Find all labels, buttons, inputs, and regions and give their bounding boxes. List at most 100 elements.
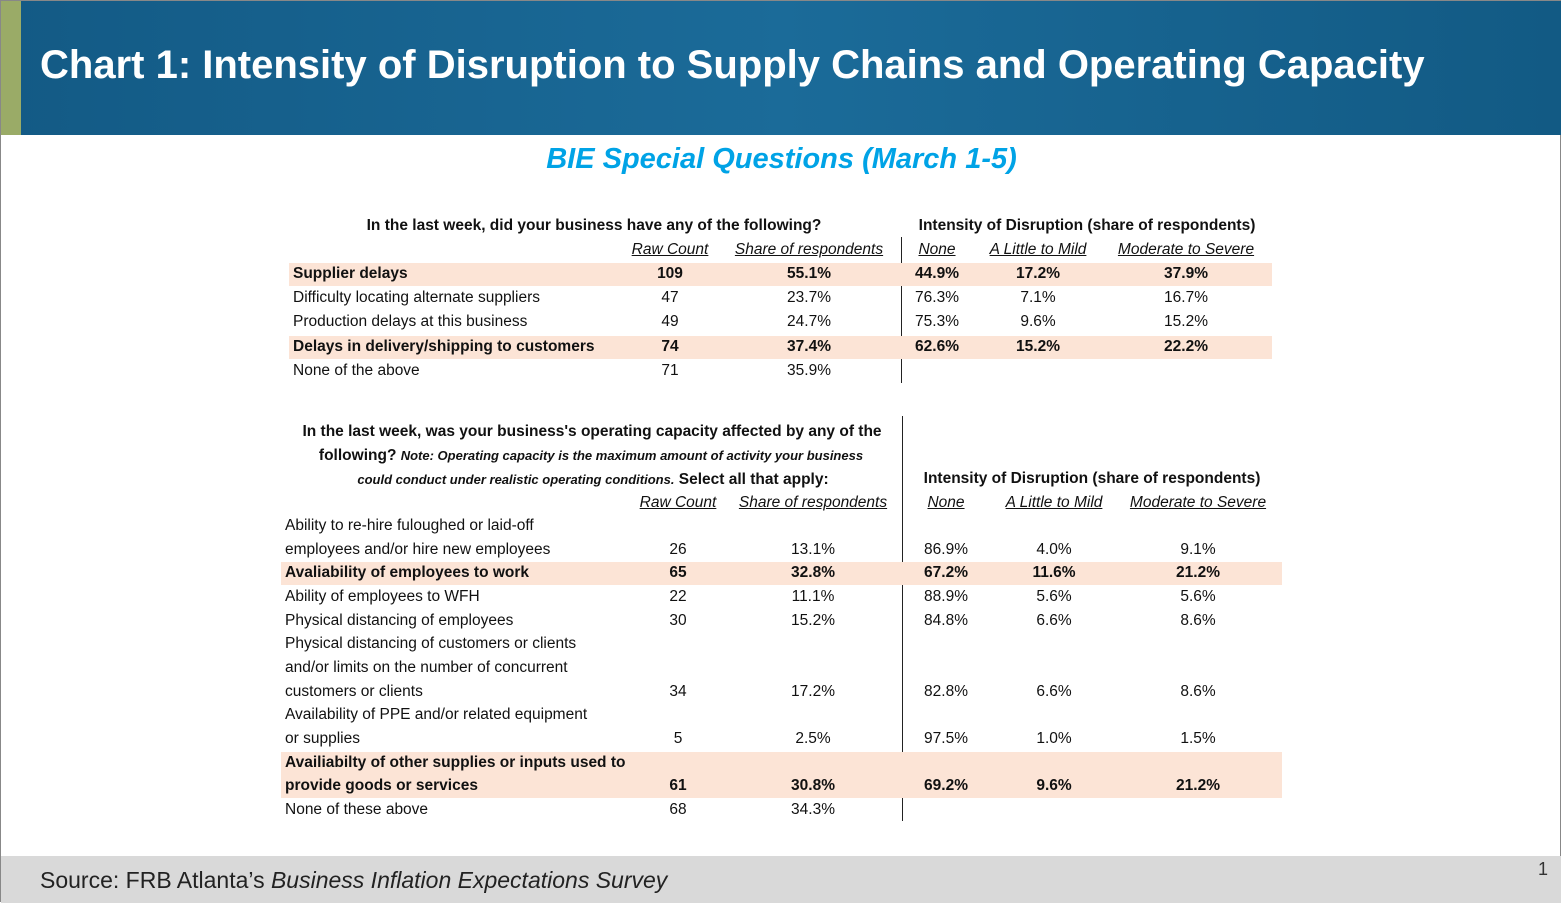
cell-value: 76.3%: [915, 289, 959, 307]
cell-value: 69.2%: [924, 777, 968, 795]
row-highlight: [281, 751, 1282, 798]
cell-value: 22.2%: [1164, 337, 1208, 355]
cell-value: 32.8%: [791, 564, 835, 582]
cell-value: 49: [661, 313, 679, 331]
cell-value: 8.6%: [1180, 682, 1216, 700]
cell-value: 84.8%: [924, 611, 968, 629]
column-header: Raw Count: [631, 241, 709, 258]
column-divider: [901, 237, 902, 383]
subtitle: BIE Special Questions (March 1-5): [546, 143, 1017, 175]
source-note: Source: FRB Atlanta’s Business Inflation…: [40, 867, 668, 893]
cell-value: 23.7%: [787, 289, 831, 307]
cell-value: 30: [669, 611, 687, 629]
row-label: provide goods or services: [285, 777, 478, 795]
column-header: A Little to Mild: [989, 241, 1087, 258]
cell-value: 34.3%: [791, 800, 835, 818]
accent-bar: [1, 1, 21, 135]
cell-value: 62.6%: [915, 337, 959, 355]
table2-intensity-header: Intensity of Disruption (share of respon…: [923, 470, 1261, 487]
cell-value: 97.5%: [924, 729, 968, 747]
cell-value: 21.2%: [1176, 777, 1220, 795]
cell-value: 17.2%: [791, 682, 835, 700]
cell-value: 1.5%: [1180, 729, 1216, 747]
cell-value: 37.9%: [1164, 265, 1208, 282]
column-divider: [902, 416, 903, 821]
row-label: Production delays at this business: [293, 313, 528, 331]
cell-value: 74: [661, 337, 679, 355]
column-header: Raw Count: [639, 494, 717, 511]
cell-value: 17.2%: [1016, 265, 1060, 282]
cell-value: 109: [657, 265, 683, 282]
row-label: and/or limits on the number of concurren…: [285, 658, 568, 676]
row-highlight: [289, 335, 1272, 359]
cell-value: 15.2%: [1164, 313, 1208, 331]
column-header: Moderate to Severe: [1129, 494, 1267, 511]
column-header: Share of respondents: [738, 494, 888, 511]
row-label: Difficulty locating alternate suppliers: [293, 289, 540, 307]
table2-note: Note: Operating capacity is the maximum …: [400, 448, 864, 463]
cell-value: 86.9%: [924, 540, 968, 558]
cell-value: 11.6%: [1032, 564, 1076, 582]
cell-value: 88.9%: [924, 587, 968, 605]
cell-value: 5: [673, 729, 683, 747]
cell-value: 9.6%: [1020, 313, 1056, 331]
row-label: Ability to re-hire fuloughed or laid-off: [285, 517, 534, 534]
page-title: Chart 1: Intensity of Disruption to Supp…: [40, 43, 1425, 87]
column-header: Share of respondents: [734, 241, 884, 258]
cell-value: 8.6%: [1180, 611, 1216, 629]
row-label: employees and/or hire new employees: [285, 540, 551, 558]
row-label: or supplies: [285, 729, 360, 747]
row-highlight: [289, 263, 1272, 287]
cell-value: 1.0%: [1036, 729, 1072, 747]
column-header: None: [927, 494, 965, 511]
cell-value: 47: [661, 289, 679, 307]
cell-value: 67.2%: [924, 564, 968, 582]
cell-value: 68: [669, 800, 687, 818]
cell-value: 5.6%: [1180, 587, 1216, 605]
cell-value: 61: [669, 777, 687, 795]
cell-value: 30.8%: [791, 777, 835, 795]
cell-value: 6.6%: [1036, 611, 1072, 629]
column-header: A Little to Mild: [1005, 494, 1103, 511]
cell-value: 26: [669, 540, 687, 558]
row-label: Ability of employees to WFH: [285, 587, 480, 605]
table2-question-cont: following?: [318, 447, 397, 464]
cell-value: 6.6%: [1036, 682, 1072, 700]
table2-question: In the last week, was your business's op…: [302, 423, 882, 440]
cell-value: 15.2%: [1016, 337, 1060, 355]
cell-value: 55.1%: [787, 265, 831, 282]
cell-value: 15.2%: [791, 611, 835, 629]
row-label: Physical distancing of employees: [285, 611, 514, 629]
cell-value: 11.1%: [791, 587, 835, 605]
cell-value: 5.6%: [1036, 587, 1072, 605]
cell-value: 24.7%: [787, 313, 831, 331]
cell-value: 35.9%: [787, 361, 831, 379]
cell-value: 9.1%: [1180, 540, 1216, 558]
cell-value: 82.8%: [924, 682, 968, 700]
row-label: Delays in delivery/shipping to customers: [293, 337, 595, 355]
column-header: Moderate to Severe: [1117, 241, 1255, 258]
table2-note-cont: could conduct under realistic operating …: [357, 472, 675, 487]
cell-value: 13.1%: [791, 540, 835, 558]
row-label: customers or clients: [285, 682, 423, 700]
cell-value: 71: [661, 361, 679, 379]
row-label: Physical distancing of customers or clie…: [285, 635, 577, 653]
cell-value: 37.4%: [787, 337, 831, 355]
cell-value: 22: [669, 587, 687, 605]
row-label: Supplier delays: [293, 265, 408, 282]
cell-value: 16.7%: [1164, 289, 1208, 307]
row-label: Availiabilty of other supplies or inputs…: [285, 753, 626, 771]
cell-value: 75.3%: [915, 313, 959, 331]
page-number: 1: [1537, 859, 1548, 879]
row-label: Availability of PPE and/or related equip…: [285, 706, 588, 724]
cell-value: 4.0%: [1036, 540, 1072, 558]
cell-value: 65: [669, 564, 687, 582]
cell-value: 21.2%: [1176, 564, 1220, 582]
table2-select-all: Select all that apply:: [678, 471, 829, 488]
cell-value: 34: [669, 682, 687, 700]
table1-question: In the last week, did your business have…: [366, 217, 822, 234]
row-label: Avaliability of employees to work: [285, 564, 530, 582]
table1-intensity-header: Intensity of Disruption (share of respon…: [918, 217, 1256, 234]
column-header: None: [918, 241, 956, 258]
row-label: None of these above: [285, 800, 429, 818]
